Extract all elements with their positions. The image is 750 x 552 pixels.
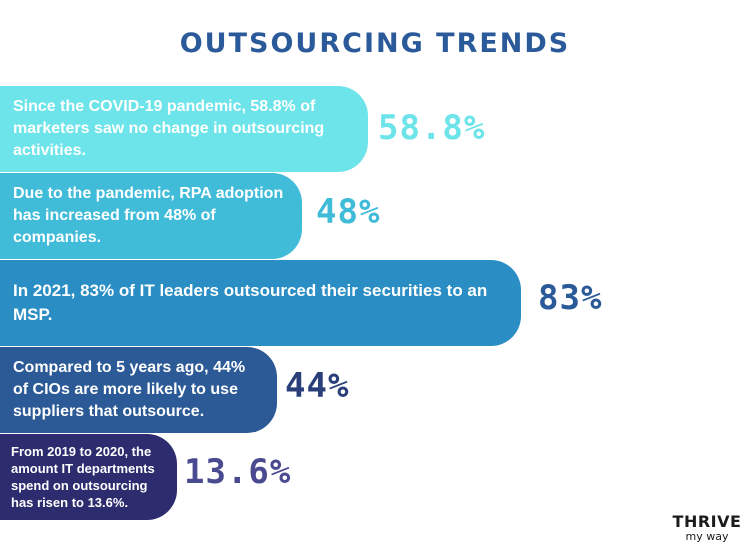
stat-value-1: 58.8%: [378, 108, 486, 148]
stat-bar-4: Compared to 5 years ago, 44% of CIOs are…: [0, 347, 277, 433]
stat-value-2: 48%: [316, 192, 381, 232]
stat-value-4: 44%: [285, 366, 350, 406]
stat-value-5: 13.6%: [184, 452, 292, 492]
stat-text-4: Compared to 5 years ago, 44% of CIOs are…: [13, 359, 246, 420]
logo-bottom-text: my way: [685, 530, 729, 543]
stat-text-3: In 2021, 83% of IT leaders outsourced th…: [13, 281, 488, 324]
stat-bar-5: From 2019 to 2020, the amount IT departm…: [0, 434, 177, 520]
stat-bar-1: Since the COVID-19 pandemic, 58.8% of ma…: [0, 86, 368, 172]
stat-bar-2: Due to the pandemic, RPA adoption has in…: [0, 173, 302, 259]
stat-value-3: 83%: [538, 278, 603, 318]
stat-text-2: Due to the pandemic, RPA adoption has in…: [13, 185, 284, 246]
thrive-my-way-logo: THRIVE my way: [672, 512, 742, 543]
stat-bar-3: In 2021, 83% of IT leaders outsourced th…: [0, 260, 521, 346]
page-title: OUTSOURCING TRENDS: [179, 28, 571, 59]
logo-top-text: THRIVE: [672, 512, 742, 531]
stat-text-1: Since the COVID-19 pandemic, 58.8% of ma…: [13, 98, 325, 159]
stat-text-5: From 2019 to 2020, the amount IT departm…: [11, 444, 155, 510]
